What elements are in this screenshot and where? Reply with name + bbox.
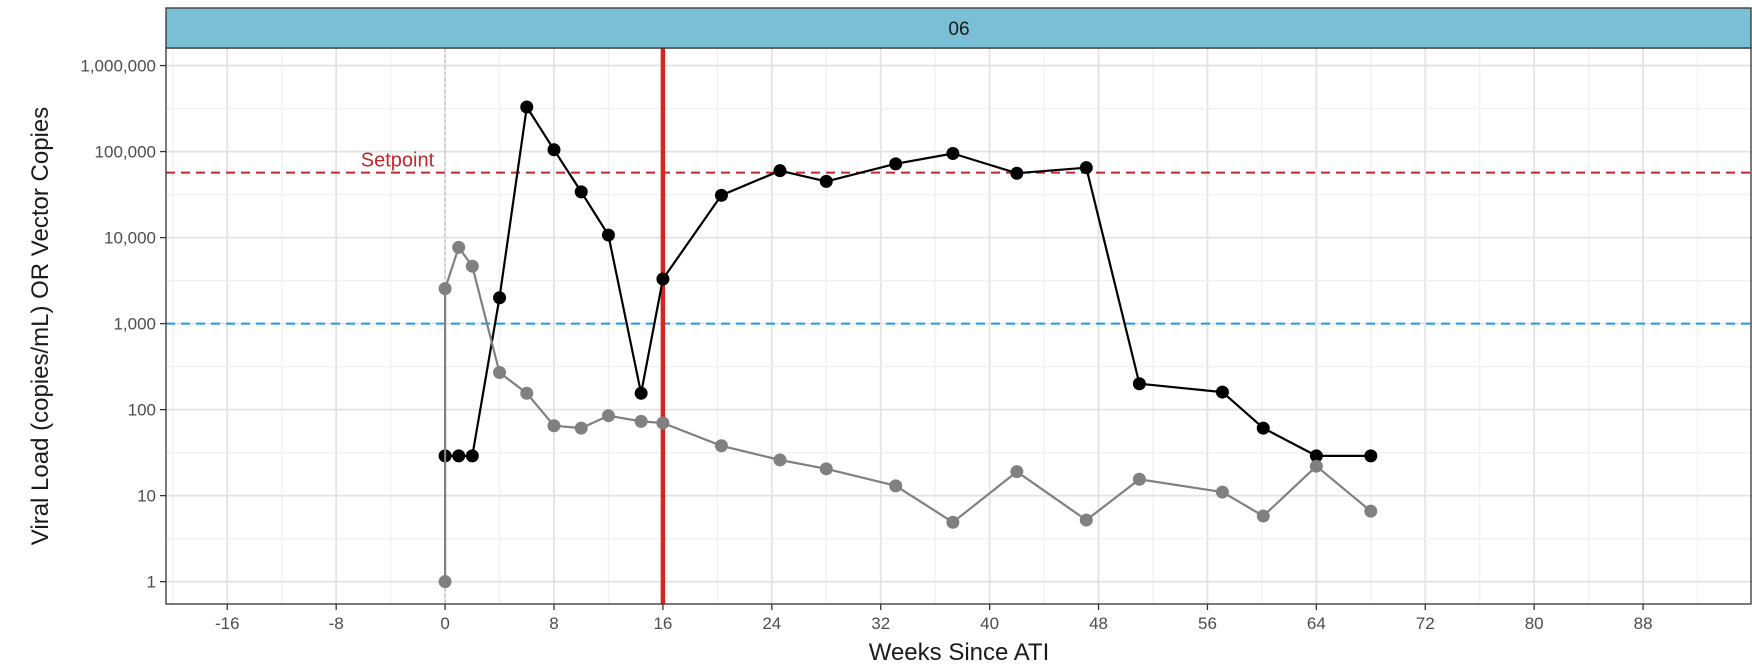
y-tick-label: 10,000 — [104, 229, 156, 248]
x-tick-label: 0 — [440, 614, 449, 633]
data-point — [1010, 465, 1024, 479]
x-tick-label: 80 — [1525, 614, 1544, 633]
data-point — [452, 240, 466, 254]
data-point — [452, 449, 466, 463]
data-point — [1079, 161, 1093, 175]
data-point — [465, 449, 479, 463]
data-point — [1309, 449, 1323, 463]
data-point — [1364, 504, 1378, 518]
data-point — [1132, 377, 1146, 391]
data-point — [493, 291, 507, 305]
data-point — [520, 386, 534, 400]
x-tick-label: 8 — [549, 614, 558, 633]
data-point — [1132, 472, 1146, 486]
data-point — [438, 575, 452, 589]
y-tick-label: 100,000 — [95, 143, 156, 162]
series-line-1 — [445, 105, 1371, 457]
data-point — [1364, 449, 1378, 463]
data-point — [1079, 513, 1093, 527]
panel-background — [166, 48, 1752, 604]
data-point — [547, 419, 561, 433]
data-point — [574, 421, 588, 435]
y-tick-label: 1,000,000 — [80, 57, 156, 76]
data-point — [819, 462, 833, 476]
data-point — [1256, 509, 1270, 523]
x-tick-label: 64 — [1307, 614, 1326, 633]
data-point — [773, 453, 787, 467]
data-point — [946, 515, 960, 529]
y-tick-label: 10 — [137, 487, 156, 506]
data-point — [1215, 485, 1229, 499]
data-point — [773, 164, 787, 178]
data-point — [574, 185, 588, 199]
setpoint-label: Setpoint — [361, 150, 435, 172]
data-point — [1309, 459, 1323, 473]
data-point — [547, 143, 561, 157]
y-tick-label: 1 — [147, 573, 156, 592]
x-axis-title: Weeks Since ATI — [869, 639, 1050, 666]
y-axis-title: Viral Load (copies/mL) OR Vector Copies — [27, 107, 54, 545]
data-point — [634, 414, 648, 428]
data-point — [634, 386, 648, 400]
x-tick-label: -16 — [215, 614, 240, 633]
data-point — [601, 409, 615, 423]
x-tick-label: 24 — [762, 614, 781, 633]
data-point — [438, 282, 452, 296]
facet-strip: 06 — [165, 7, 1752, 49]
data-point — [1010, 166, 1024, 180]
data-point — [889, 157, 903, 171]
data-point — [819, 174, 833, 188]
data-point — [946, 146, 960, 160]
facet-strip-label: 06 — [948, 19, 969, 40]
data-point — [601, 228, 615, 242]
data-point — [1215, 385, 1229, 399]
data-point — [465, 259, 479, 273]
data-point — [1256, 421, 1270, 435]
y-tick-label: 1,000 — [113, 315, 156, 334]
x-tick-label: 88 — [1634, 614, 1653, 633]
x-tick-label: 32 — [871, 614, 890, 633]
x-tick-label: 40 — [980, 614, 999, 633]
data-point — [656, 272, 670, 286]
data-point — [714, 188, 728, 202]
data-point — [493, 366, 507, 380]
data-point — [656, 416, 670, 430]
x-tick-label: 56 — [1198, 614, 1217, 633]
x-tick-label: 72 — [1416, 614, 1435, 633]
y-tick-label: 100 — [128, 401, 156, 420]
data-point — [520, 100, 534, 114]
data-point — [714, 439, 728, 453]
data-point — [889, 479, 903, 493]
x-tick-label: -8 — [329, 614, 344, 633]
x-tick-label: 16 — [653, 614, 672, 633]
x-tick-label: 48 — [1089, 614, 1108, 633]
